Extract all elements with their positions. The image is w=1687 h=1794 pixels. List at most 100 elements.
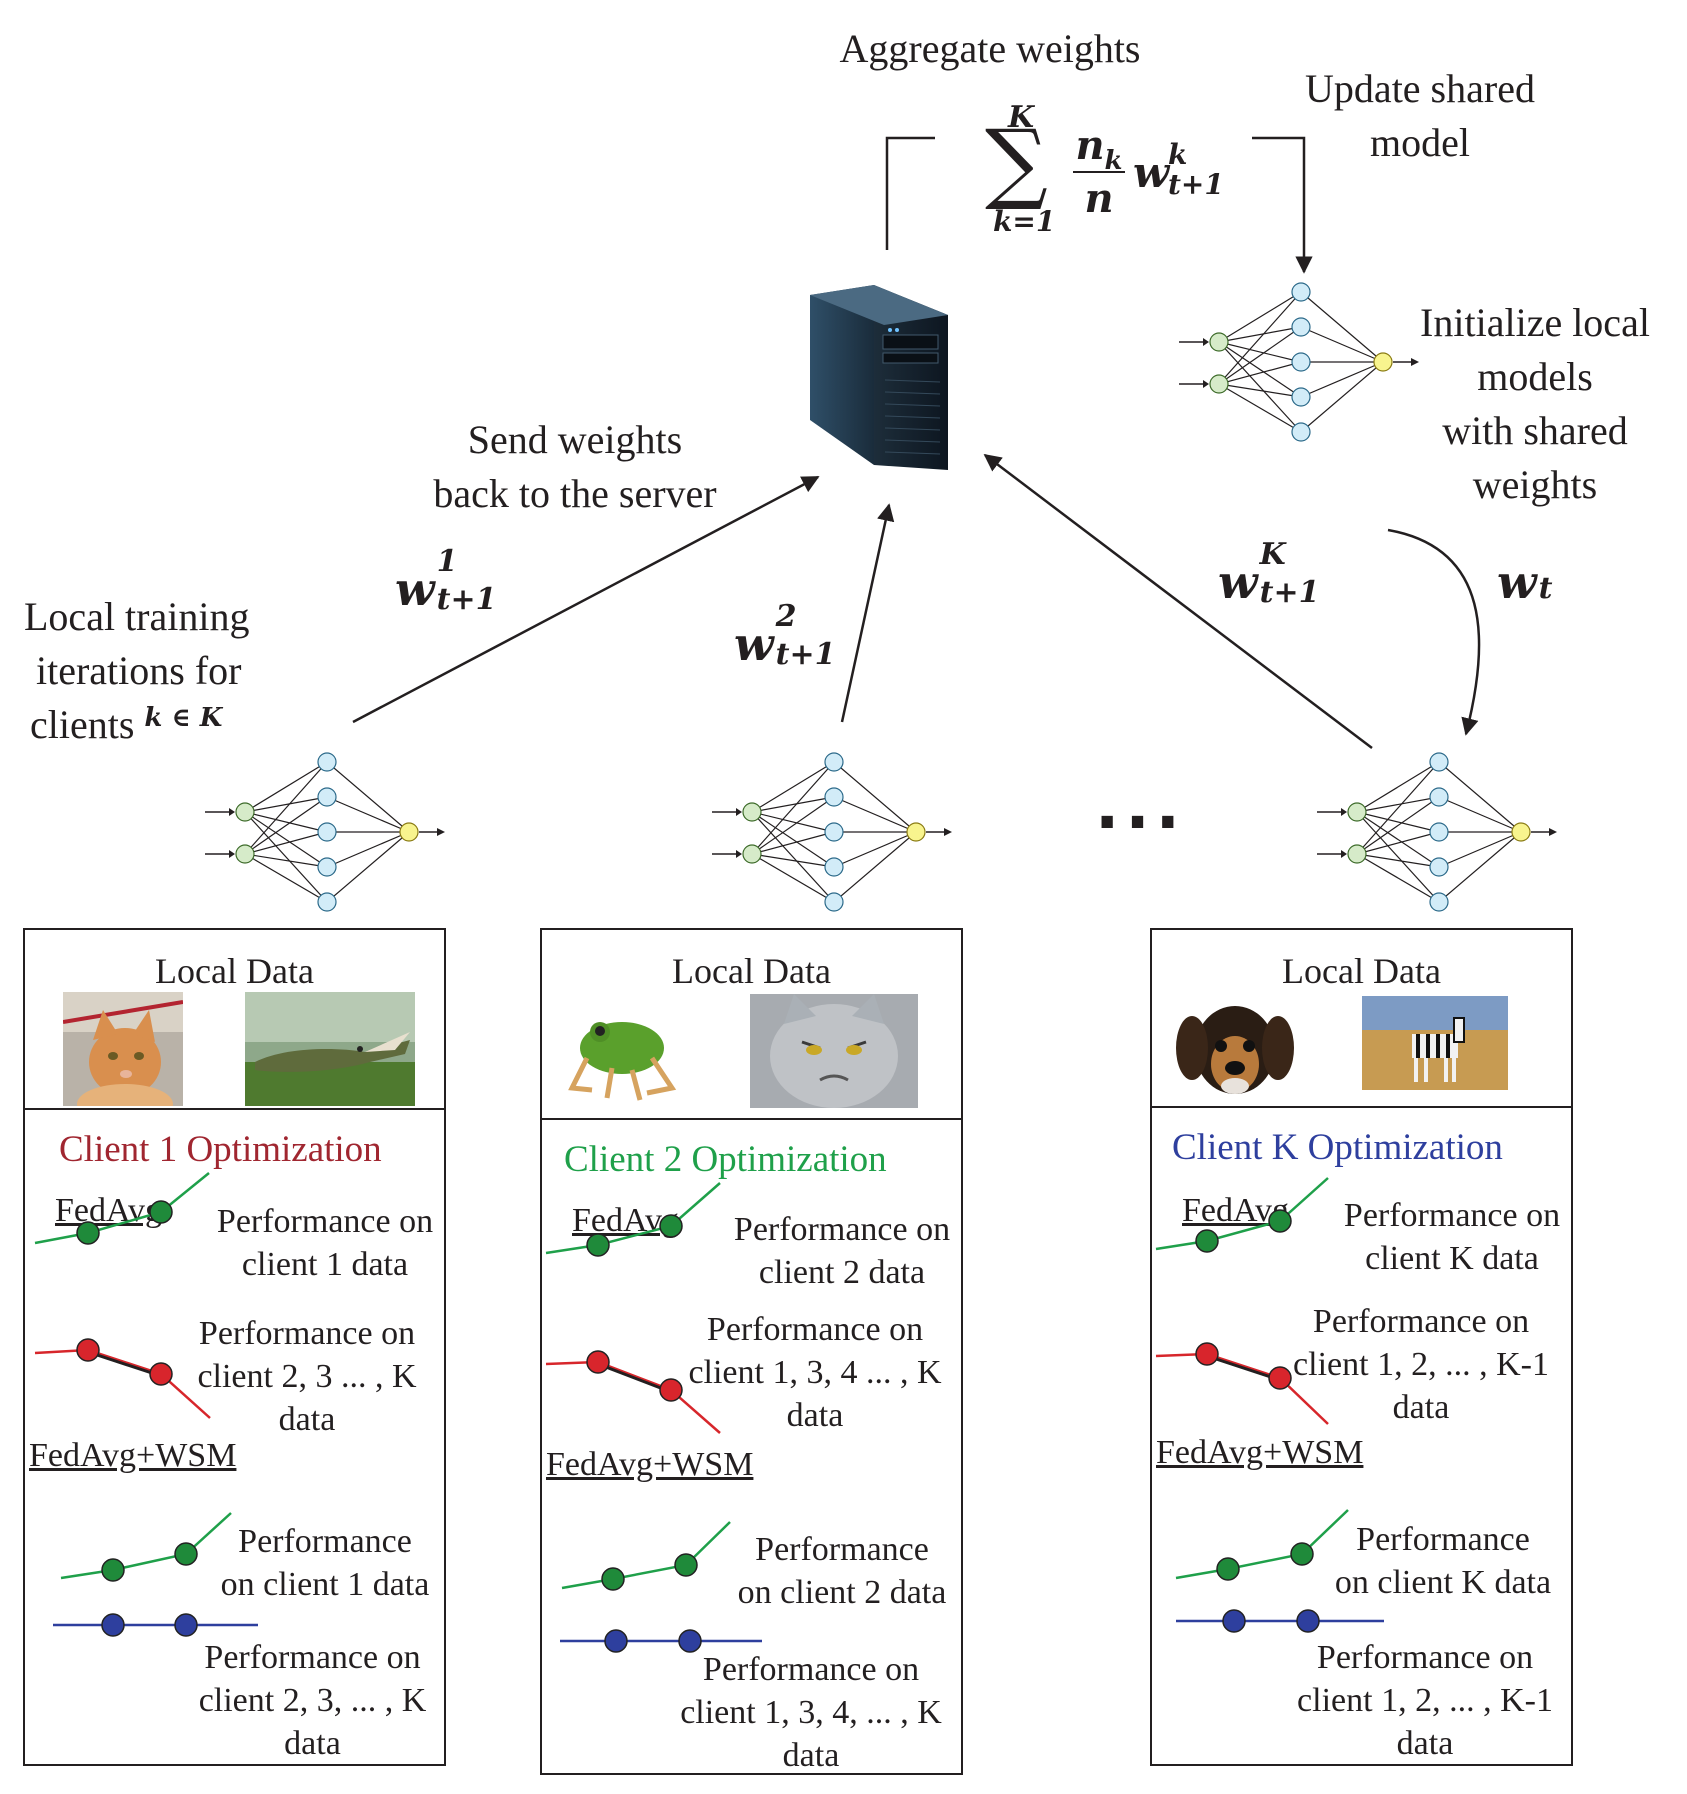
client-K-fedavg-other-trend-shadow	[1206, 1354, 1281, 1382]
weight-label-client2: w 2 t+1	[734, 599, 835, 672]
client-2-fedavg-other-line-2: client 1, 3, 4 ... , K	[688, 1354, 942, 1391]
network-input-node	[235, 802, 255, 822]
weight-label-client1-sub: t+1	[436, 582, 497, 617]
client-1-wsm-other-line-3: data	[284, 1725, 341, 1762]
fraction-bar	[1073, 171, 1125, 173]
client-K-fedavg-own-line-1: Performance on	[1343, 1197, 1561, 1234]
client-1-fedavg-other-trend	[34, 1338, 211, 1419]
zebra-photo	[1362, 996, 1508, 1090]
init-local-label: Initialize local models with shared weig…	[1390, 296, 1680, 512]
client-2-fedavg-own-trend-point-1	[586, 1233, 610, 1257]
client-K-wsm-own-trend-point-1	[1216, 1557, 1240, 1581]
weight-label-shared-sub: t	[1538, 571, 1553, 606]
client-2-fedavg-own-trend-point-2	[659, 1214, 683, 1238]
client-1-wsm-own-trend-point-1	[101, 1558, 125, 1582]
network-hidden-node	[824, 752, 844, 772]
network-edge	[1356, 796, 1440, 813]
local-training-label: Local training iterations for clients k …	[10, 590, 300, 757]
client-K-divider	[1152, 1106, 1571, 1108]
arrow-clientK-to-server	[983, 453, 1373, 749]
network-hidden-node	[824, 892, 844, 912]
network-hidden-node	[317, 787, 337, 807]
network-edge	[326, 796, 410, 833]
client-2-wsm-other-line-1: Performance on	[702, 1651, 920, 1688]
network-edge	[1218, 326, 1302, 343]
network-hidden-node	[1429, 892, 1449, 912]
client-2-wsm-other-line-3: data	[782, 1737, 840, 1774]
update-shared-line-1: Update shared	[1305, 66, 1535, 111]
network-edge	[1438, 761, 1522, 833]
client-K-fedavg-other-trend-point-2	[1268, 1366, 1292, 1390]
client-2-fedavg-other-trend-shadow	[597, 1362, 672, 1394]
client-1-wsm-own: Performance on client 1 data	[205, 1520, 445, 1606]
client-2-wsm-own-trend	[561, 1521, 731, 1591]
network-edge	[326, 831, 410, 868]
network-edge	[244, 811, 328, 868]
network-input-node	[1347, 844, 1367, 864]
network-edge	[833, 831, 917, 903]
network-hidden-node	[1429, 857, 1449, 877]
network-output-node	[1511, 822, 1531, 842]
client-K-network-icon	[1317, 752, 1557, 912]
client-2-wsm-label: FedAvg+WSM	[546, 1446, 754, 1483]
client-K-fedavg-own-trend	[1155, 1177, 1329, 1253]
client-2-fedavg-own-trend	[545, 1182, 721, 1257]
network-edge	[1218, 341, 1302, 433]
weight-label-clientK-sub: t+1	[1259, 575, 1320, 610]
client-1-panel: Local Data Client 1 Optimization FedAvg …	[23, 928, 446, 1766]
network-input-arrowhead	[229, 808, 235, 816]
network-output-arrowhead	[1549, 828, 1557, 836]
client-K-fedavg-other-line-3: data	[1392, 1389, 1450, 1426]
client-K-wsm-other-trend-point-2	[1296, 1609, 1320, 1633]
update-shared-line-2: model	[1370, 120, 1470, 165]
client-1-fedavg-own-trend-line	[34, 1172, 210, 1245]
client-K-wsm-own-trend-line	[1175, 1509, 1349, 1580]
sum-lower-limit: k=1	[993, 205, 1056, 238]
sum-upper-limit: K	[1008, 100, 1035, 135]
network-hidden-node	[1291, 317, 1311, 337]
weight-label-client2-sub: t+1	[775, 637, 836, 672]
client-2-divider	[542, 1118, 961, 1120]
client-K-wsm-own-line-1: Performance	[1356, 1521, 1530, 1558]
client-2-network-icon	[712, 752, 952, 912]
network-edge	[1356, 811, 1440, 868]
client-1-fedavg-own-trend	[34, 1172, 210, 1245]
aggregation-formula: K ∑ k=1 nk n w k t+1	[985, 100, 1245, 240]
network-edge	[751, 811, 835, 833]
network-hidden-node	[317, 892, 337, 912]
init-local-line-4: weights	[1472, 462, 1598, 507]
client-K-wsm-other-trend-point-1	[1222, 1609, 1246, 1633]
network-edge	[833, 761, 917, 833]
client-K-title: Client K Optimization	[1172, 1127, 1503, 1168]
client-2-local-data-label: Local Data	[672, 951, 831, 991]
network-edge	[244, 853, 328, 868]
client-2-fedavg-other-trend-point-2	[659, 1378, 683, 1402]
client-K-fedavg-other: Performance on client 1, 2, ... , K-1 da…	[1274, 1300, 1568, 1429]
client-2-wsm-other-trend-point-2	[678, 1629, 702, 1653]
update-shared-label: Update shared model	[1255, 62, 1585, 170]
client-1-fedavg-other-line-1: Performance on	[198, 1315, 416, 1352]
client-2-fedavg-other-trend-point-1	[586, 1350, 610, 1374]
init-local-line-3: with shared	[1442, 408, 1628, 453]
client-1-wsm-own-trend-line	[60, 1512, 232, 1580]
network-edge	[244, 761, 328, 855]
network-hidden-node	[1429, 787, 1449, 807]
network-edge	[1218, 291, 1302, 343]
formula-weight-sub: t+1	[1168, 168, 1224, 201]
network-edge	[1218, 383, 1302, 398]
network-output-arrowhead	[944, 828, 952, 836]
client-K-wsm-own: Performance on client K data	[1312, 1518, 1574, 1604]
network-input-node	[742, 802, 762, 822]
crocodile-photo	[245, 992, 415, 1106]
client-1-wsm-other: Performance on client 2, 3, ... , K data	[185, 1636, 440, 1765]
client-K-wsm-other-line-2: client 1, 2, ... , K-1	[1297, 1682, 1553, 1719]
network-input-arrowhead	[1341, 850, 1347, 858]
network-edge	[244, 811, 328, 903]
puppy-photo	[1174, 998, 1296, 1104]
fraction: nk n	[1073, 122, 1125, 222]
network-hidden-node	[1429, 822, 1449, 842]
network-edge	[1218, 326, 1302, 385]
